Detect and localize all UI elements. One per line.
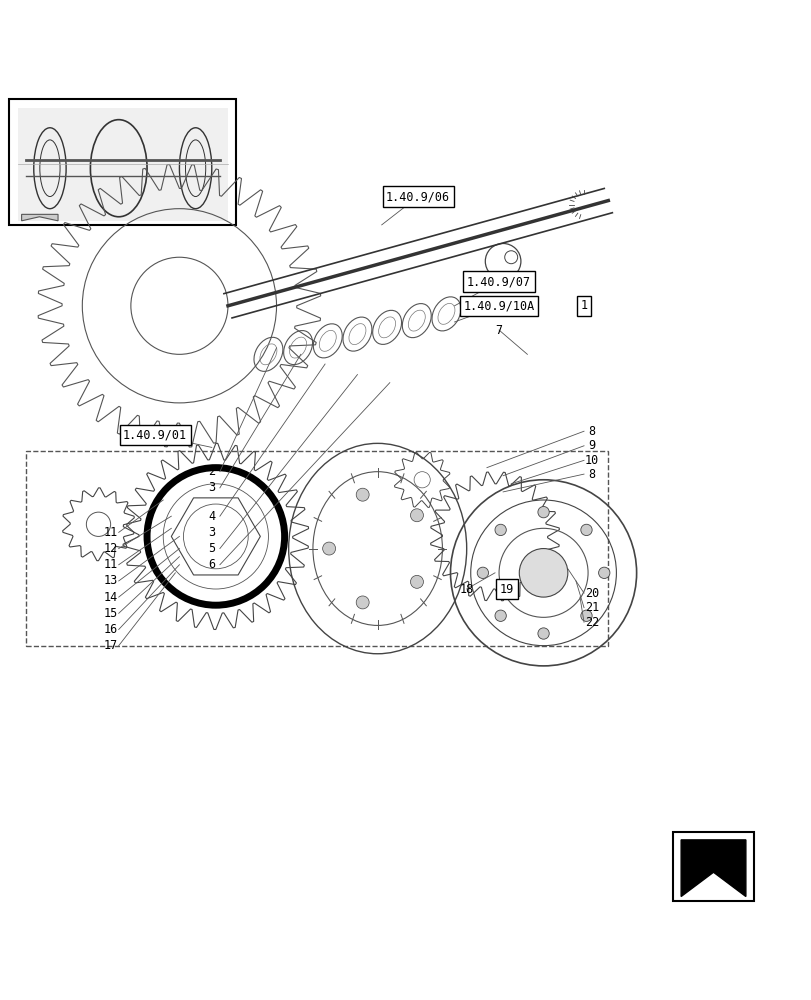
Text: 1.40.9/07: 1.40.9/07: [466, 275, 530, 288]
Polygon shape: [22, 214, 58, 221]
Circle shape: [519, 549, 567, 597]
Circle shape: [356, 488, 369, 501]
Bar: [672, 832, 753, 901]
Circle shape: [537, 506, 548, 518]
Text: 8: 8: [588, 468, 595, 481]
Bar: [10, 99, 236, 225]
Polygon shape: [680, 840, 745, 897]
Text: 14: 14: [103, 591, 118, 604]
Text: 3: 3: [208, 526, 215, 539]
Text: 9: 9: [588, 439, 595, 452]
Text: 16: 16: [103, 623, 118, 636]
Text: 5: 5: [208, 542, 215, 555]
Text: 6: 6: [208, 558, 215, 571]
Text: 1.40.9/01: 1.40.9/01: [123, 429, 187, 442]
Text: 3: 3: [208, 481, 215, 494]
Text: 1: 1: [580, 299, 587, 312]
Circle shape: [598, 567, 609, 578]
Text: 13: 13: [103, 574, 118, 587]
Text: 1.40.9/10A: 1.40.9/10A: [463, 299, 534, 312]
Text: 10: 10: [584, 454, 599, 467]
Text: 1.40.9/06: 1.40.9/06: [385, 190, 449, 203]
Text: 20: 20: [584, 587, 599, 600]
Circle shape: [580, 610, 591, 621]
Circle shape: [410, 509, 423, 522]
Circle shape: [356, 596, 369, 609]
Bar: [26, 451, 607, 646]
Text: 18: 18: [459, 583, 474, 596]
Circle shape: [410, 575, 423, 588]
Text: 21: 21: [584, 601, 599, 614]
Circle shape: [537, 628, 548, 639]
Text: 22: 22: [584, 616, 599, 629]
Circle shape: [477, 567, 488, 578]
Text: 4: 4: [208, 510, 215, 523]
Circle shape: [495, 524, 506, 536]
Text: 15: 15: [103, 607, 118, 620]
Circle shape: [580, 524, 591, 536]
Circle shape: [495, 610, 506, 621]
Bar: [18, 108, 228, 221]
Text: 17: 17: [103, 639, 118, 652]
Text: 7: 7: [495, 324, 502, 337]
Text: 8: 8: [588, 425, 595, 438]
Circle shape: [322, 542, 335, 555]
Text: 12: 12: [103, 542, 118, 555]
Text: 2: 2: [208, 465, 215, 478]
Text: 11: 11: [103, 558, 118, 571]
Text: 11: 11: [103, 526, 118, 539]
Text: 19: 19: [500, 583, 513, 596]
